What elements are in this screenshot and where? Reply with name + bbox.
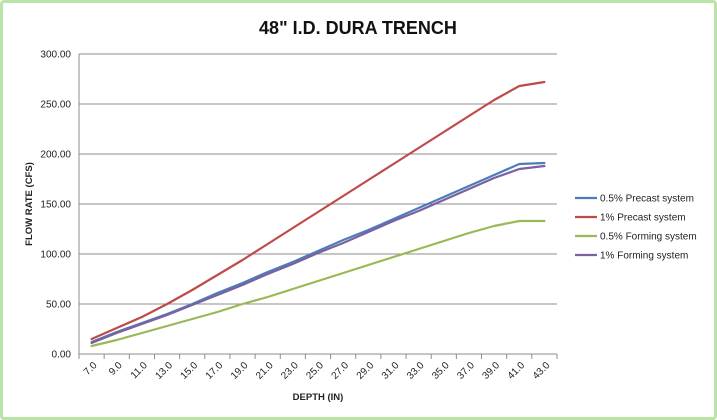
legend-label: 1% Precast system xyxy=(600,213,686,224)
y-tick-label: 0.00 xyxy=(52,350,72,361)
legend: 0.5% Precast system 1% Precast system 0.5%… xyxy=(575,194,697,262)
x-tick-label: 23.0 xyxy=(279,360,301,382)
x-tick-label: 41.0 xyxy=(506,360,528,382)
legend-label: 0.5% Forming system xyxy=(600,232,697,243)
x-tick-label: 11.0 xyxy=(129,360,150,381)
x-tick-label: 27.0 xyxy=(330,360,352,382)
series-line-3 xyxy=(90,219,546,348)
chart-title: 48" I.D. DURA TRENCH xyxy=(259,18,457,38)
x-tick-label: 9.0 xyxy=(107,360,125,378)
y-tick-label: 150.00 xyxy=(40,200,71,211)
x-tick-label: 21.0 xyxy=(254,360,276,382)
x-tick-label: 7.0 xyxy=(82,360,100,378)
x-tick-label: 39.0 xyxy=(481,360,503,382)
y-tick-label: 100.00 xyxy=(40,250,71,261)
y-tick-label: 250.00 xyxy=(40,100,71,111)
y-tick-label: 50.00 xyxy=(46,300,71,311)
x-tick-label: 19.0 xyxy=(229,360,251,382)
x-tick-label: 33.0 xyxy=(405,360,427,382)
legend-label: 1% Forming system xyxy=(600,251,688,262)
x-tick-label: 43.0 xyxy=(531,360,553,382)
x-axis-title: DEPTH (IN) xyxy=(293,392,344,403)
x-tick-label: 13.0 xyxy=(153,360,175,382)
series-line-4 xyxy=(90,164,546,345)
y-axis-title: FLOW RATE (CFS) xyxy=(24,162,35,246)
x-tick-label: 25.0 xyxy=(304,360,326,382)
x-tick-label: 37.0 xyxy=(455,360,477,382)
series-line-2 xyxy=(90,80,546,341)
x-tick-label: 29.0 xyxy=(355,360,377,382)
x-tick-label: 15.0 xyxy=(179,360,201,382)
y-tick-label: 300.00 xyxy=(40,50,71,61)
x-tick-label: 31.0 xyxy=(380,360,402,382)
legend-label: 0.5% Precast system xyxy=(600,194,694,205)
x-tick-label: 35.0 xyxy=(430,360,452,382)
y-tick-label: 200.00 xyxy=(40,150,71,161)
x-tick-label: 17.0 xyxy=(204,360,226,382)
